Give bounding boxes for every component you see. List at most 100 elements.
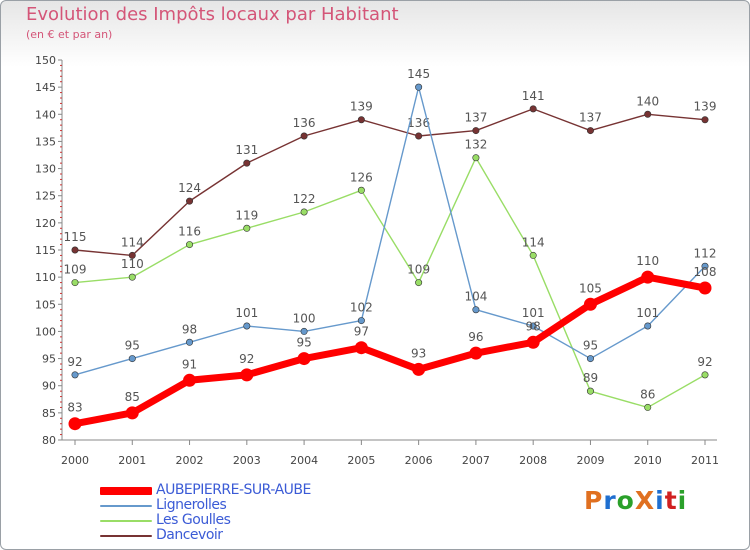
y-tick-label: 80 (42, 434, 56, 447)
legend-item: Les Goulles (100, 513, 311, 528)
data-point (357, 186, 365, 194)
legend-label: Lignerolles (156, 497, 227, 513)
y-tick-label: 135 (35, 135, 56, 148)
data-label: 115 (64, 230, 87, 244)
data-point (354, 341, 368, 355)
x-tick-label: 2006 (405, 454, 433, 467)
data-label: 92 (67, 355, 82, 369)
data-point (357, 116, 365, 124)
data-point (243, 224, 251, 232)
data-label: 137 (464, 111, 487, 125)
data-point (472, 127, 480, 135)
data-label: 139 (350, 100, 373, 114)
data-point (701, 116, 709, 124)
data-point (128, 355, 136, 363)
data-label: 95 (583, 339, 598, 353)
data-label: 122 (293, 192, 316, 206)
data-label: 140 (636, 94, 659, 108)
series-line-les-goulles (74, 157, 706, 409)
y-tick-label: 95 (42, 353, 56, 366)
data-label: 110 (121, 257, 144, 271)
data-point (71, 246, 79, 254)
y-tick-label: 130 (35, 163, 56, 176)
chart-legend: AUBEPIERRE-SUR-AUBE Lignerolles Les Goulle… (100, 483, 311, 543)
data-label: 136 (293, 116, 316, 130)
legend-item: AUBEPIERRE-SUR-AUBE (100, 483, 311, 498)
data-label: 101 (636, 306, 659, 320)
data-label: 116 (178, 225, 201, 239)
y-tick-label: 120 (35, 217, 56, 230)
legend-swatch (100, 534, 152, 537)
proxiti-logo: ProXiti (584, 486, 687, 515)
y-tick-label: 100 (35, 325, 56, 338)
x-tick-label: 2008 (519, 454, 547, 467)
data-point (583, 297, 597, 311)
series-line-lignerolles (74, 86, 706, 376)
data-label: 102 (350, 301, 373, 315)
y-tick-label: 150 (35, 54, 56, 67)
data-label: 96 (468, 330, 483, 344)
data-point (186, 241, 194, 249)
logo-letter: r (603, 486, 617, 515)
data-label: 119 (235, 208, 258, 222)
y-tick-label: 115 (35, 244, 56, 257)
data-point (586, 387, 594, 395)
data-point (472, 154, 480, 162)
data-label: 136 (407, 116, 430, 130)
data-label: 98 (182, 322, 197, 336)
x-tick-label: 2010 (634, 454, 662, 467)
x-tick-label: 2011 (691, 454, 719, 467)
logo-letter: o (616, 486, 635, 515)
legend-swatch (100, 504, 152, 507)
data-point (71, 371, 79, 379)
data-label: 124 (178, 181, 201, 195)
data-point (128, 251, 136, 259)
data-point (472, 306, 480, 314)
data-point (412, 362, 426, 376)
data-point (529, 251, 537, 259)
series-line-aubepierre-sur-aube (71, 273, 709, 428)
data-label: 83 (67, 401, 82, 415)
data-label: 85 (125, 390, 140, 404)
data-label: 105 (579, 281, 602, 295)
logo-letter: X (634, 486, 656, 515)
x-tick-label: 2007 (462, 454, 490, 467)
data-label: 92 (697, 355, 712, 369)
y-tick-label: 110 (35, 271, 56, 284)
data-label: 97 (354, 325, 369, 339)
logo-letter: i (655, 486, 665, 515)
data-label: 101 (522, 306, 545, 320)
data-label: 114 (121, 235, 144, 249)
data-point (186, 197, 194, 205)
y-tick-label: 145 (35, 81, 56, 94)
legend-swatch (100, 486, 152, 495)
legend-label: AUBEPIERRE-SUR-AUBE (156, 482, 311, 498)
logo-letter: t (664, 486, 678, 515)
legend-swatch (100, 519, 152, 522)
x-tick-label: 2002 (176, 454, 204, 467)
data-label: 109 (64, 263, 87, 277)
data-point (529, 322, 537, 330)
data-label: 89 (583, 371, 598, 385)
legend-item: Lignerolles (100, 498, 311, 513)
logo-letter: P (584, 486, 604, 515)
data-label: 110 (636, 254, 659, 268)
data-label: 109 (407, 263, 430, 277)
data-label: 131 (235, 143, 258, 157)
data-label: 141 (522, 89, 545, 103)
data-label: 114 (522, 235, 545, 249)
chart-title: Evolution des Impôts locaux par Habitant (26, 4, 399, 25)
data-label: 145 (407, 67, 430, 81)
data-label: 95 (296, 336, 311, 350)
data-point (701, 262, 709, 270)
data-point (469, 346, 483, 360)
data-point (644, 322, 652, 330)
data-point (641, 270, 655, 284)
data-point (415, 83, 423, 91)
data-point (243, 322, 251, 330)
x-tick-label: 2001 (118, 454, 146, 467)
data-label: 100 (293, 311, 316, 325)
data-point (240, 368, 254, 382)
